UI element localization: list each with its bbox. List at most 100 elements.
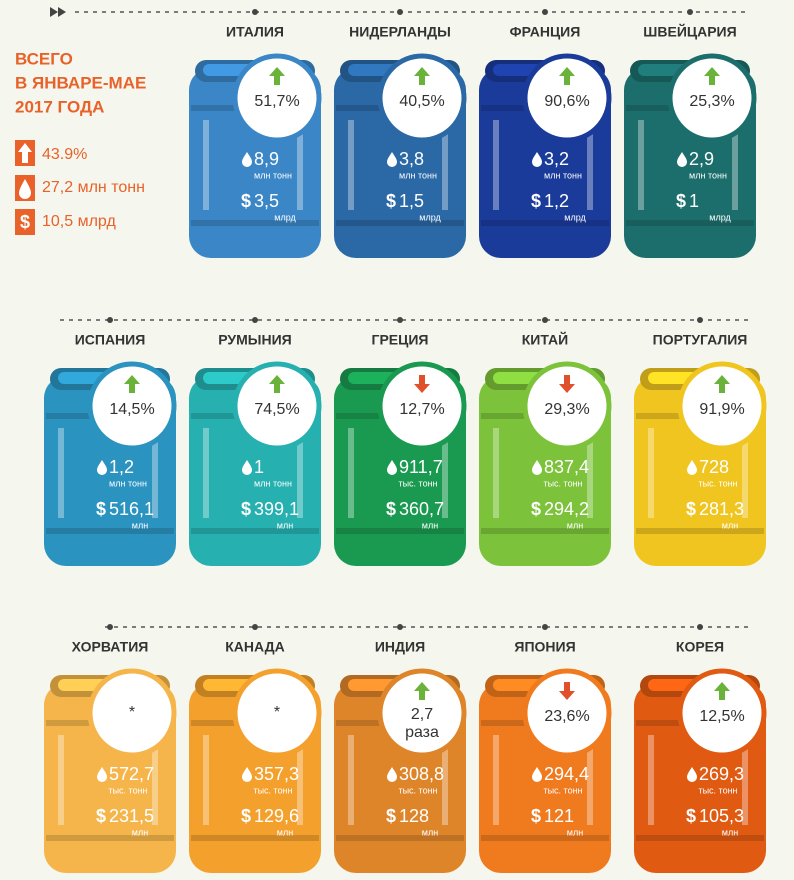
row-dot — [252, 317, 258, 323]
country: ЯПОНИЯ23,6%294,4тыс. тонн$121млн — [479, 624, 611, 873]
barrel-rib — [191, 835, 319, 841]
volume-unit: тыс. тонн — [398, 478, 437, 488]
barrel-shine — [58, 428, 64, 518]
barrel-rib — [481, 528, 609, 534]
row-dot — [252, 624, 258, 630]
value-unit: млн — [277, 520, 293, 530]
volume-unit: тыс. тонн — [398, 785, 437, 795]
row-dot — [542, 9, 548, 15]
barrel-shine — [493, 735, 499, 825]
currency: $ — [241, 191, 251, 211]
country: КОРЕЯ12,5%269,3тыс. тонн$105,3млн — [634, 624, 766, 873]
volume: 728 — [699, 457, 729, 477]
value: 281,3 — [699, 499, 744, 519]
barrel-shine — [203, 428, 209, 518]
volume: 3,8 — [399, 149, 424, 169]
volume: 3,2 — [544, 149, 569, 169]
volume: 2,9 — [689, 149, 714, 169]
value: 128 — [399, 806, 429, 826]
row-dot — [107, 317, 113, 323]
volume: 1,2 — [109, 457, 134, 477]
barrel-rib — [46, 528, 174, 534]
currency: $ — [386, 499, 396, 519]
summary-title: В ЯНВАРЕ-МАЕ — [15, 73, 146, 92]
currency: $ — [386, 806, 396, 826]
volume-unit: млн тонн — [254, 478, 292, 488]
country: ИТАЛИЯ51,7%8,9млн тонн$3,5млрд — [189, 9, 321, 258]
barrel-rib — [636, 835, 764, 841]
value: 231,5 — [109, 806, 154, 826]
country-name: КИТАЙ — [522, 331, 568, 348]
barrel-rib — [336, 220, 464, 226]
currency: $ — [531, 499, 541, 519]
volume: 308,8 — [399, 764, 444, 784]
change: * — [274, 704, 280, 721]
value-unit: млн — [567, 520, 583, 530]
change: 14,5% — [109, 401, 154, 418]
currency: $ — [531, 191, 541, 211]
summary: ВСЕГО В ЯНВАРЕ-МАЕ 2017 ГОДА 43.9% 27,2 … — [15, 49, 146, 235]
country-name: ИНДИЯ — [375, 639, 425, 655]
volume-unit: млн тонн — [689, 170, 727, 180]
barrel-rib — [481, 220, 609, 226]
barrel-rib — [481, 835, 609, 841]
row-dot — [697, 624, 703, 630]
volume-unit: тыс. тонн — [543, 478, 582, 488]
country-name: ГРЕЦИЯ — [372, 332, 429, 348]
value: 121 — [544, 806, 574, 826]
value-unit: млрд — [564, 212, 586, 222]
barrel-shine — [58, 735, 64, 825]
volume: 837,4 — [544, 457, 589, 477]
barrel-rib — [46, 835, 174, 841]
row-dot — [687, 9, 693, 15]
country-name: КОРЕЯ — [676, 639, 724, 655]
change: 91,9% — [699, 401, 744, 418]
country-name: КАНАДА — [225, 639, 284, 655]
row-dot — [107, 624, 113, 630]
currency: $ — [531, 806, 541, 826]
currency-icon: $ — [20, 212, 30, 232]
barrel-shine — [493, 120, 499, 210]
barrel-rib — [626, 220, 754, 226]
value-unit: млн — [132, 520, 148, 530]
value-unit: млн — [422, 827, 438, 837]
country-name: ШВЕЙЦАРИЯ — [643, 23, 736, 40]
volume: 911,7 — [399, 457, 443, 477]
barrel-rib — [336, 528, 464, 534]
country: НИДЕРЛАНДЫ40,5%3,8млн тонн$1,5млрд — [334, 9, 466, 258]
currency: $ — [241, 499, 251, 519]
country-name: ФРАНЦИЯ — [510, 24, 581, 40]
change: 90,6% — [544, 93, 589, 110]
currency: $ — [686, 499, 696, 519]
country-name: ИТАЛИЯ — [226, 24, 284, 40]
change: 40,5% — [399, 93, 444, 110]
value-unit: млн — [722, 827, 738, 837]
value-unit: млрд — [419, 212, 441, 222]
row-dot — [397, 9, 403, 15]
volume-unit: тыс. тонн — [108, 785, 147, 795]
barrel-shine — [638, 120, 644, 210]
summary-title: ВСЕГО — [15, 49, 73, 68]
value: 129,6 — [254, 806, 299, 826]
change: * — [129, 704, 135, 721]
value: 399,1 — [254, 499, 299, 519]
row-dot — [397, 624, 403, 630]
volume-unit: тыс. тонн — [543, 785, 582, 795]
volume-unit: тыс. тонн — [698, 478, 737, 488]
value: 516,1 — [109, 499, 154, 519]
value-unit: млн — [722, 520, 738, 530]
volume-unit: млн тонн — [544, 170, 582, 180]
barrel-rib — [336, 835, 464, 841]
country-name: НИДЕРЛАНДЫ — [349, 24, 451, 40]
change: 51,7% — [254, 93, 299, 110]
country-name: ХОРВАТИЯ — [72, 639, 149, 655]
row-dot — [697, 317, 703, 323]
value: 3,5 — [254, 191, 279, 211]
volume: 357,3 — [254, 764, 299, 784]
